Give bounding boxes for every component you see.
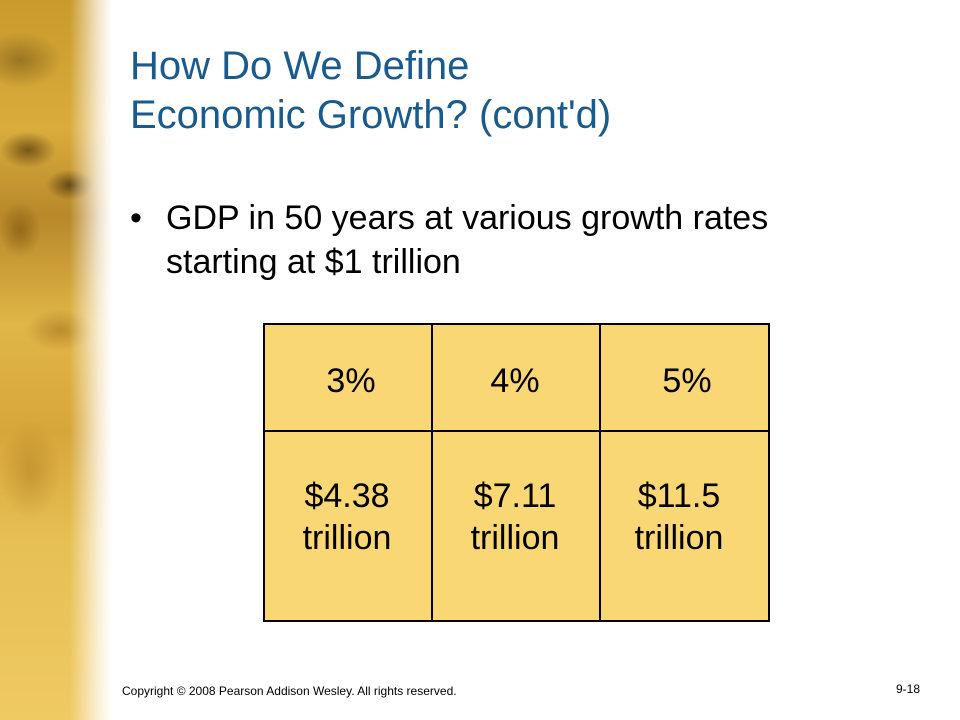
title-line-1: How Do We Define	[130, 44, 470, 88]
rate-cell-5: 5%	[662, 362, 712, 400]
bullet-text-line-2: starting at $1 trillion	[166, 243, 461, 281]
column-divider	[431, 325, 433, 620]
rate-cell-4: 4%	[490, 362, 540, 400]
gdp-cell-5: $11.5 trillion	[609, 475, 749, 559]
rate-cell-3: 3%	[326, 362, 376, 400]
gdp-unit: trillion	[470, 519, 560, 557]
gdp-unit: trillion	[302, 519, 392, 557]
gdp-amount: $7.11	[473, 477, 557, 515]
gdp-amount: $11.5	[637, 477, 721, 515]
side-photo-fade	[0, 0, 112, 720]
slide-number: 9-18	[896, 682, 921, 696]
slide-title: How Do We Define Economic Growth? (cont'…	[130, 42, 930, 140]
column-divider	[599, 325, 601, 620]
bullet-text: GDP in 50 years at various growth rates …	[166, 196, 926, 284]
bullet-icon: •	[130, 199, 142, 237]
gdp-unit: trillion	[634, 519, 724, 557]
gdp-cell-3: $4.38 trillion	[277, 475, 417, 559]
copyright-footer: Copyright © 2008 Pearson Addison Wesley.…	[122, 684, 457, 698]
bullet-text-line-1: GDP in 50 years at various growth rates	[166, 199, 769, 237]
gdp-amount: $4.38	[304, 477, 390, 515]
title-line-2: Economic Growth? (cont'd)	[130, 93, 612, 137]
growth-rate-table: 3% 4% 5% $4.38 trillion $7.11 trillion $…	[263, 323, 770, 622]
row-divider	[265, 430, 768, 432]
gdp-cell-4: $7.11 trillion	[445, 475, 585, 559]
